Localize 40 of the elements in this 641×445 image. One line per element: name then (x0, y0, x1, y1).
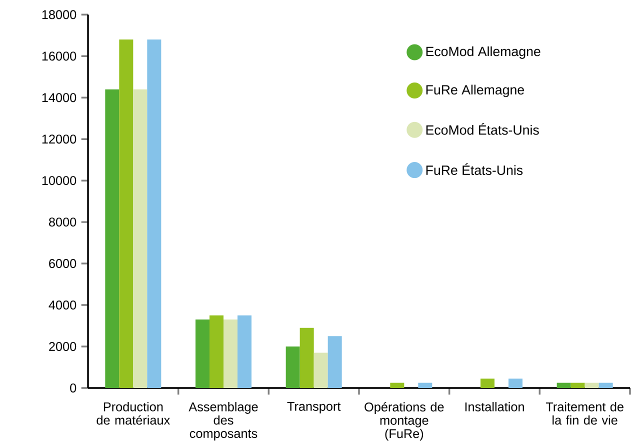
bar (314, 352, 328, 388)
bar (300, 328, 314, 388)
legend-label: FuRe Allemagne (426, 84, 524, 98)
bar (133, 89, 148, 388)
bar (286, 346, 300, 388)
bar (584, 382, 599, 388)
bar (119, 40, 134, 388)
y-tick-label: 4000 (48, 300, 76, 310)
bar (598, 382, 613, 388)
bar (105, 89, 120, 388)
y-tick-label: 18000 (42, 10, 76, 20)
bar (196, 320, 210, 388)
bar (210, 315, 224, 388)
bar (480, 378, 494, 388)
bar (328, 336, 342, 388)
legend-label: EcoMod États-Unis (426, 123, 539, 135)
x-tick-label: Opérations de montage (FuRe) (364, 402, 444, 441)
y-tick-label: 8000 (48, 218, 76, 227)
bar (570, 382, 585, 388)
y-tick-label: 10000 (42, 176, 76, 186)
x-tick-label: Assemblage des composants (188, 402, 258, 441)
bar (418, 382, 432, 388)
y-tick-label: 16000 (42, 52, 76, 61)
x-tick-label: Transport (287, 402, 341, 414)
bar (508, 378, 522, 388)
bar (224, 320, 238, 388)
y-tick-label: 12000 (42, 134, 76, 144)
y-tick-label: 2000 (49, 342, 76, 351)
bar (390, 382, 404, 388)
bar (556, 382, 571, 388)
legend-label: EcoMod Allemagne (426, 46, 540, 59)
bar (147, 40, 162, 388)
y-tick-label: 0 (70, 384, 76, 392)
x-tick-label: Installation (465, 402, 524, 412)
bar (238, 315, 252, 388)
y-tick-label: 14000 (42, 93, 76, 102)
x-tick-label: Traitement de la fin de vie (546, 402, 624, 425)
y-tick-label: 6000 (49, 259, 76, 268)
legend-label: FuRe États-Unis (426, 163, 523, 175)
x-tick-label: Production de matériaux (96, 402, 170, 425)
